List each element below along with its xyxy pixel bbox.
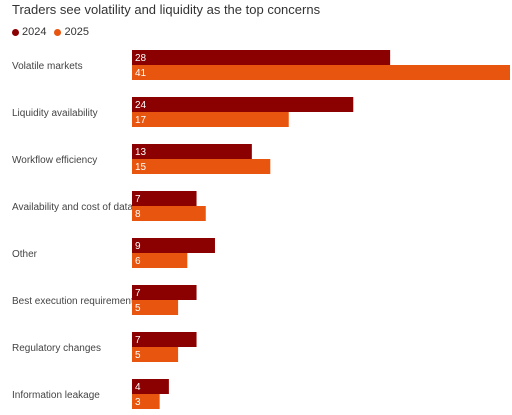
data-label-2024-workflow-efficiency: 13 (135, 147, 147, 158)
bar-2025-best-execution-requirement (132, 300, 179, 315)
category-label-other: Other (12, 249, 38, 260)
data-label-2025-availability-and-cost-of-data: 8 (135, 209, 141, 220)
bar-2025-regulatory-changes (132, 347, 179, 362)
category-label-regulatory-changes: Regulatory changes (12, 343, 101, 354)
bar-2025-volatile-markets (132, 65, 510, 80)
bar-2024-availability-and-cost-of-data (132, 191, 197, 206)
data-label-2025-workflow-efficiency: 15 (135, 162, 147, 173)
data-label-2024-liquidity-availability: 24 (135, 100, 147, 111)
legend: 2024 2025 (12, 26, 97, 38)
legend-item-2025: 2025 (54, 26, 89, 38)
category-label-workflow-efficiency: Workflow efficiency (12, 155, 97, 166)
bar-2024-information-leakage (132, 379, 169, 394)
category-label-best-execution-requirement: Best execution requirement (12, 296, 134, 307)
data-label-2024-best-execution-requirement: 7 (135, 288, 141, 299)
bar-2025-workflow-efficiency (132, 159, 271, 174)
bar-2025-liquidity-availability (132, 112, 289, 127)
data-label-2025-liquidity-availability: 17 (135, 115, 147, 126)
category-label-liquidity-availability: Liquidity availability (12, 108, 98, 119)
bar-2024-liquidity-availability (132, 97, 354, 112)
legend-label-2025: 2025 (64, 26, 89, 38)
legend-item-2024: 2024 (12, 26, 46, 38)
data-label-2025-information-leakage: 3 (135, 397, 141, 408)
data-label-2024-volatile-markets: 28 (135, 53, 147, 64)
bar-2025-other (132, 253, 188, 268)
bar-2024-regulatory-changes (132, 332, 197, 347)
legend-marker-2025 (54, 28, 62, 36)
legend-marker-2024 (12, 28, 19, 36)
category-label-volatile-markets: Volatile markets (12, 61, 83, 72)
data-label-2024-availability-and-cost-of-data: 7 (135, 194, 141, 205)
data-label-2024-regulatory-changes: 7 (135, 335, 141, 346)
bar-2024-volatile-markets (132, 50, 391, 65)
data-label-2025-regulatory-changes: 5 (135, 350, 141, 361)
data-label-2024-other: 9 (135, 241, 141, 252)
chart-title: Traders see volatility and liquidity as … (12, 2, 321, 17)
bar-2025-information-leakage (132, 394, 160, 409)
data-label-2025-best-execution-requirement: 5 (135, 303, 141, 314)
category-label-information-leakage: Information leakage (12, 390, 100, 401)
data-label-2025-volatile-markets: 41 (135, 68, 147, 79)
data-label-2024-information-leakage: 4 (135, 382, 141, 393)
data-label-2025-other: 6 (135, 256, 141, 267)
category-label-availability-and-cost-of-data: Availability and cost of data (12, 202, 133, 213)
bar-2024-workflow-efficiency (132, 144, 252, 159)
legend-label-2024: 2024 (22, 26, 47, 38)
bar-2024-other (132, 238, 215, 253)
bar-2025-availability-and-cost-of-data (132, 206, 206, 221)
bar-2024-best-execution-requirement (132, 285, 197, 300)
